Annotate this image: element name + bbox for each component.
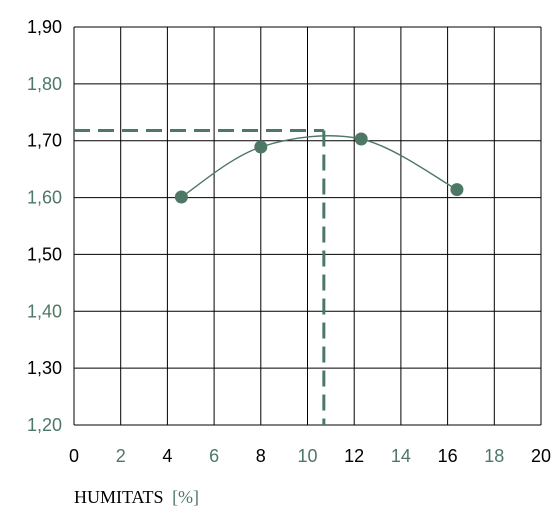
x-tick-label: 14	[391, 446, 411, 466]
x-axis-label-unit: [%]	[172, 487, 199, 507]
x-axis-label-text: HUMITATS	[74, 487, 164, 507]
x-tick-label: 4	[162, 446, 172, 466]
y-tick-label: 1,70	[27, 131, 62, 151]
x-tick-label: 12	[344, 446, 364, 466]
y-tick-label: 1,90	[27, 17, 62, 37]
grid	[73, 26, 542, 426]
y-tick-label: 1,50	[27, 244, 62, 264]
data-point	[354, 132, 368, 146]
y-axis-ticks: 1,20 1,30 1,40 1,50 1,60 1,70 1,80 1,90	[27, 17, 62, 435]
data-point	[174, 190, 188, 204]
x-tick-label: 6	[209, 446, 219, 466]
y-tick-label: 1,80	[27, 74, 62, 94]
x-tick-label: 8	[256, 446, 266, 466]
x-tick-label: 16	[438, 446, 458, 466]
x-tick-label: 2	[116, 446, 126, 466]
x-axis-label: HUMITATS [%]	[74, 487, 199, 507]
reference-lines	[74, 128, 326, 425]
series	[174, 132, 464, 204]
x-axis-ticks: 0 2 4 6 8 10 12 14 16 18 20	[69, 446, 551, 466]
x-tick-label: 20	[531, 446, 551, 466]
x-tick-label: 0	[69, 446, 79, 466]
x-tick-label: 18	[484, 446, 504, 466]
y-tick-label: 1,40	[27, 301, 62, 321]
y-tick-label: 1,60	[27, 188, 62, 208]
y-tick-label: 1,20	[27, 415, 62, 435]
data-point	[450, 183, 464, 197]
series-line	[181, 135, 458, 198]
data-point	[254, 140, 268, 154]
y-tick-label: 1,30	[27, 358, 62, 378]
x-tick-label: 10	[297, 446, 317, 466]
